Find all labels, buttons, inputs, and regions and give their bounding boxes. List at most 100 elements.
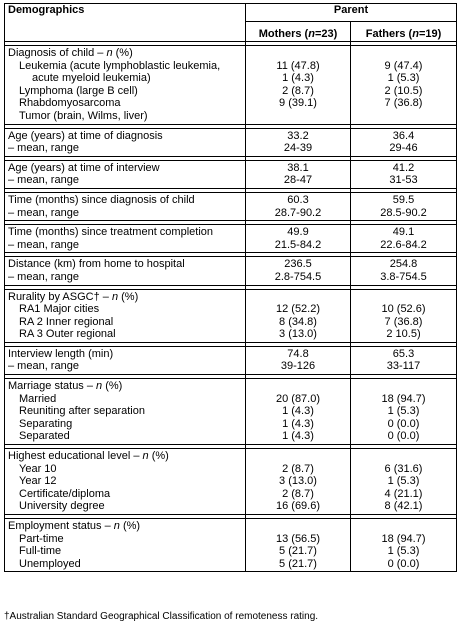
- section-heading: Marriage status – n (%): [8, 380, 123, 393]
- section-heading: Age (years) at time of interview: [8, 161, 160, 174]
- section-label-cell: Age (years) at time of diagnosis – mean, …: [4, 127, 246, 157]
- mothers-value: 60.3: [287, 193, 309, 206]
- section-label-cell: Marriage status – n (%) Married Reuniting …: [4, 378, 246, 446]
- fathers-value: 4 (21.1): [384, 487, 423, 500]
- fathers-value: 1 (5.3): [387, 72, 420, 85]
- fathers-value: 1 (5.3): [387, 405, 420, 418]
- fathers-value-cell: 18 (94.7) 1 (5.3) 0 (0.0) 0 (0.0): [350, 378, 457, 446]
- table-section: Interview length (min) – mean, range 74.8 3…: [4, 345, 457, 376]
- section-label-cell: Time (months) since diagnosis of child – …: [4, 191, 246, 222]
- section-label-cell: Distance (km) from home to hospital – mea…: [4, 256, 246, 286]
- mothers-value: 2 (8.7): [282, 487, 314, 500]
- heading-blank: [246, 380, 350, 393]
- section-label-cell: Highest educational level – n (%) Year 10…: [4, 448, 246, 515]
- section-heading: Diagnosis of child – n (%): [8, 47, 133, 59]
- mothers-value: 2 (8.7): [282, 462, 314, 475]
- mothers-value: 2 (8.7): [282, 84, 314, 97]
- row-label: RA 3 Outer regional: [19, 328, 116, 341]
- row-label: – mean, range: [8, 174, 79, 187]
- row-label: Tumor (brain, Wilms, liver): [19, 109, 148, 122]
- mothers-value: 13 (56.5): [275, 532, 321, 545]
- mothers-value-cell: 49.9 21.5-84.2: [245, 224, 351, 254]
- heading-blank: [246, 450, 350, 463]
- fathers-value: 18 (94.7): [381, 532, 426, 545]
- fathers-value: 9 (47.4): [384, 59, 423, 72]
- heading-blank: [351, 47, 456, 60]
- group-header-parent: Parent: [245, 3, 457, 22]
- heading-blank: [351, 520, 456, 533]
- row-label: RA 2 Inner regional: [19, 315, 114, 328]
- fathers-value-cell: 9 (47.4) 1 (5.3) 2 (10.5) 7 (36.8): [350, 45, 457, 125]
- table-section: Time (months) since diagnosis of child – …: [4, 191, 457, 222]
- mothers-value: 8 (34.8): [279, 315, 317, 328]
- fathers-value: [351, 110, 456, 123]
- heading-blank: [246, 47, 350, 60]
- section-heading: Distance (km) from home to hospital: [8, 258, 185, 271]
- mothers-value: 38.1: [287, 161, 309, 174]
- mothers-value: 28.7-90.2: [274, 206, 322, 219]
- mothers-value-cell: 236.5 2.8-754.5: [245, 256, 351, 286]
- row-label: – mean, range: [8, 360, 79, 373]
- fathers-value-cell: 59.5 28.5-90.2: [350, 191, 457, 222]
- section-label-cell: Rurality by ASGC† – n (%) RA1 Major citie…: [4, 288, 246, 343]
- fathers-value: 7 (36.8): [384, 97, 423, 110]
- mothers-value-cell: 38.1 28-47: [245, 159, 351, 189]
- mothers-value-cell: 12 (52.2) 8 (34.8) 3 (13.0): [245, 288, 351, 343]
- mothers-value: 3 (13.0): [279, 475, 317, 488]
- fathers-value: 41.2: [392, 161, 415, 174]
- mothers-value-cell: 33.2 24-39: [245, 127, 351, 157]
- mothers-value: 33.2: [287, 129, 309, 142]
- fathers-value: 3.8-754.5: [380, 270, 427, 283]
- mothers-value-cell: 2 (8.7) 3 (13.0) 2 (8.7) 16 (69.6): [245, 448, 351, 515]
- mothers-value-cell: 60.3 28.7-90.2: [245, 191, 351, 222]
- fathers-value: 10 (52.6): [381, 303, 426, 316]
- fathers-value: 7 (36.8): [384, 315, 423, 328]
- heading-blank: [246, 520, 350, 533]
- fathers-value: 18 (94.7): [381, 392, 426, 405]
- row-label: Separated: [19, 430, 70, 443]
- row-label: University degree: [19, 500, 105, 513]
- mothers-value: 1 (4.3): [282, 405, 314, 418]
- table-section: Rurality by ASGC† – n (%) RA1 Major citie…: [4, 288, 457, 343]
- mothers-value: 5 (21.7): [279, 557, 317, 570]
- fathers-value: 2 10.5): [386, 328, 421, 341]
- mothers-value: 11 (47.8): [276, 59, 320, 72]
- section-spacer: [4, 444, 457, 450]
- fathers-value: 254.8: [389, 258, 418, 271]
- fathers-value: 0 (0.0): [387, 417, 420, 430]
- column-header-fathers: Fathers (n=19): [350, 21, 457, 42]
- row-label: Part-time: [19, 532, 64, 545]
- mothers-value-cell: 74.8 39-126: [245, 345, 351, 376]
- row-label: Married: [19, 392, 57, 405]
- row-label: Leukemia (acute lymphoblastic leukemia,: [19, 59, 221, 72]
- fathers-value: 1 (5.3): [387, 545, 420, 558]
- table-body: Diagnosis of child – n (%) Leukemia (acut…: [4, 41, 457, 573]
- row-label: Unemployed: [19, 557, 81, 570]
- section-label-cell: Interview length (min) – mean, range: [4, 345, 246, 376]
- row-label: – mean, range: [8, 142, 79, 155]
- section-heading: Time (months) since diagnosis of child: [8, 193, 195, 206]
- fathers-value: 0 (0.0): [387, 557, 420, 570]
- mothers-value: 1 (4.3): [282, 72, 314, 85]
- row-label: Year 12: [19, 475, 57, 488]
- mothers-value: 74.8: [287, 347, 309, 360]
- table-section: Time (months) since treatment completion…: [4, 224, 457, 254]
- row-label: – mean, range: [8, 270, 79, 283]
- row-label: Separating: [19, 417, 73, 430]
- table-section: Marriage status – n (%) Married Reuniting …: [4, 378, 457, 446]
- fathers-value-cell: 6 (31.6) 1 (5.3) 4 (21.1) 8 (42.1): [350, 448, 457, 515]
- section-heading: Time (months) since treatment completion: [8, 226, 213, 239]
- fathers-value: 6 (31.6): [384, 462, 423, 475]
- section-heading: Highest educational level – n (%): [8, 450, 169, 463]
- fathers-value-cell: 49.1 22.6-84.2: [350, 224, 457, 254]
- heading-blank: [351, 380, 456, 393]
- fathers-value: 49.1: [392, 226, 415, 239]
- mothers-value: 12 (52.2): [275, 303, 321, 316]
- mothers-value: 1 (4.3): [282, 430, 314, 443]
- fathers-value: 1 (5.3): [387, 475, 420, 488]
- fathers-value: 65.3: [392, 347, 415, 360]
- fathers-value: 33-117: [386, 360, 421, 373]
- mothers-value: 9 (39.1): [279, 97, 317, 110]
- mothers-value: 24-39: [283, 142, 313, 155]
- mothers-value: 39-126: [280, 360, 316, 373]
